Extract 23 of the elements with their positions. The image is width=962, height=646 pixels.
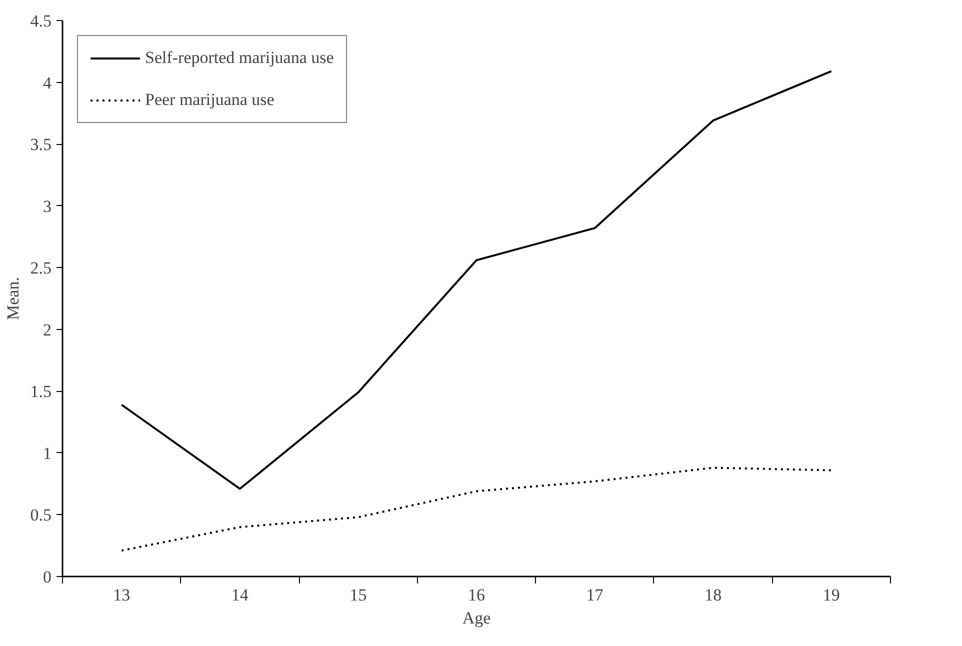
- y-tick-label: 3: [43, 196, 52, 216]
- y-axis-title: Mean.: [3, 277, 22, 320]
- y-tick-label: 2: [43, 320, 52, 340]
- x-tick-label: 18: [704, 586, 722, 604]
- y-tick-label: 4.5: [30, 12, 52, 30]
- line-series: [120, 70, 832, 490]
- x-tick-label: 19: [822, 586, 840, 604]
- x-tick-label: 16: [468, 586, 485, 604]
- y-tick-label: 1: [43, 444, 52, 463]
- x-tick-label: 15: [350, 586, 367, 604]
- y-tick-label: 2.5: [30, 258, 52, 278]
- line-series: [120, 466, 832, 552]
- x-tick-label: 14: [231, 586, 249, 604]
- x-axis-title: Age: [462, 608, 491, 628]
- y-tick-label: 4: [43, 73, 52, 92]
- y-tick-label: 0.5: [30, 506, 52, 525]
- legend-label: Peer marijuana use: [145, 90, 274, 110]
- y-tick-label: 0: [43, 568, 52, 586]
- x-tick-label: 17: [586, 586, 604, 604]
- x-tick-label: 13: [113, 586, 130, 604]
- legend-label: Self-reported marijuana use: [145, 48, 334, 68]
- y-tick-label: 1.5: [30, 382, 52, 402]
- y-tick-label: 3.5: [30, 135, 52, 154]
